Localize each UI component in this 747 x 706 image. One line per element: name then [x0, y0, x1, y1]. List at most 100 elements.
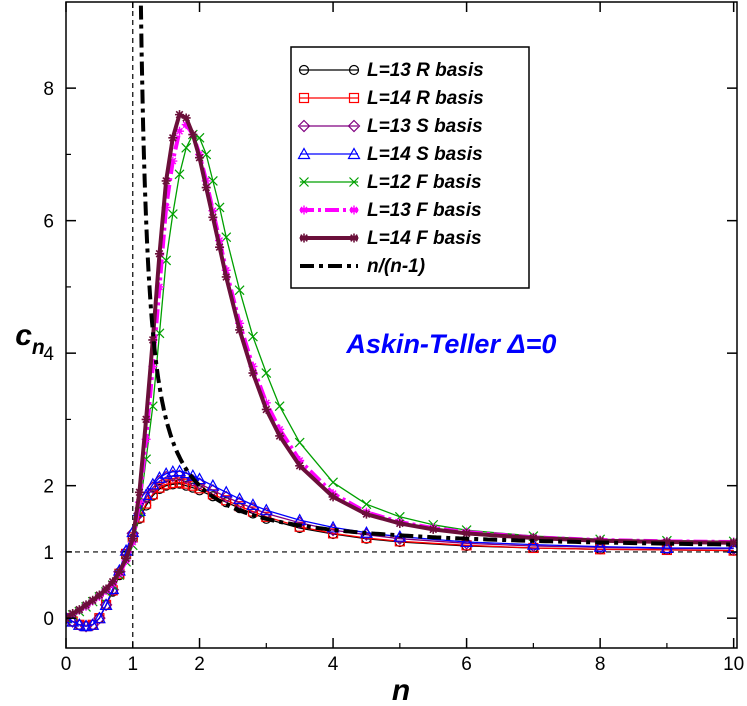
data-point [172, 464, 187, 477]
series-line-1 [66, 481, 734, 627]
data-point [174, 477, 185, 488]
series-6 [66, 110, 737, 623]
legend-marker [348, 92, 360, 104]
data-point [660, 541, 674, 554]
data-point [161, 202, 171, 212]
data-point [128, 534, 138, 544]
y-tick-label-0: 0 [43, 609, 54, 630]
data-point [326, 520, 340, 533]
data-point [92, 611, 106, 624]
legend-marker [347, 119, 361, 133]
data-point [328, 477, 338, 488]
data-point [235, 325, 245, 335]
data-point [593, 540, 607, 554]
data-point [81, 600, 91, 610]
data-point [175, 126, 185, 136]
data-point [727, 542, 737, 555]
data-point [108, 577, 118, 587]
legend-label-7: n/(n-1) [367, 256, 425, 277]
legend-label-2: L=13 S basis [367, 116, 483, 137]
legend-marker [299, 233, 309, 243]
data-point [121, 554, 131, 564]
data-point [181, 142, 192, 153]
data-point [154, 482, 165, 493]
y-tick-label-1: 2 [43, 477, 54, 498]
data-point [460, 535, 474, 548]
data-point [246, 498, 260, 510]
data-point [395, 518, 405, 528]
y-tick-label-extra: 1 [43, 543, 54, 564]
data-point [201, 183, 211, 193]
x-tick-label-2: 4 [328, 654, 339, 675]
x-axis-title: n [392, 674, 410, 706]
legend-marker [299, 177, 309, 187]
legend-marker [298, 92, 310, 104]
legend-label-6: L=14 F basis [367, 228, 482, 249]
data-point [234, 285, 245, 296]
data-point [259, 503, 273, 516]
legend-label-5: L=13 F basis [367, 200, 482, 221]
data-point [208, 212, 218, 222]
legend-label-4: L=12 F basis [367, 172, 482, 193]
data-point [295, 461, 305, 471]
data-point [168, 156, 178, 166]
data-point [146, 477, 160, 490]
legend-marker [297, 147, 311, 160]
data-point [729, 538, 737, 548]
x-tick-label-1: 2 [194, 654, 205, 675]
legend-marker [297, 119, 311, 133]
series-line-7 [138, 2, 734, 547]
data-point [161, 176, 171, 186]
data-point [207, 175, 218, 186]
data-point [219, 485, 233, 498]
annotation-text: Askin-Teller Δ=0 [345, 329, 556, 359]
data-point [154, 249, 164, 259]
data-point [86, 618, 100, 630]
data-point [134, 487, 144, 497]
axis-ticks [65, 2, 737, 648]
data-point [179, 466, 193, 479]
data-point [528, 533, 538, 543]
legend-box [290, 46, 530, 289]
data-point [361, 509, 371, 519]
x-tick-label-5: 10 [723, 654, 744, 675]
data-point [88, 595, 98, 605]
data-point [660, 542, 674, 555]
data-point [328, 492, 338, 502]
data-point [99, 598, 113, 612]
x-tick-label-3: 6 [461, 654, 472, 675]
data-point [114, 567, 124, 577]
data-point [181, 120, 191, 130]
y-axis-title-subscript: n [32, 336, 45, 359]
legend-marker [349, 177, 359, 187]
legend-marker [347, 147, 361, 160]
data-point [327, 528, 339, 539]
data-point [221, 272, 231, 282]
data-point [248, 331, 258, 342]
data-point [206, 478, 220, 491]
data-point [294, 437, 305, 448]
data-point [274, 401, 285, 412]
data-point [166, 465, 180, 477]
series-line-0 [66, 483, 734, 627]
data-point [148, 335, 158, 345]
data-point [593, 539, 607, 552]
series-7 [138, 2, 734, 547]
data-point [74, 605, 84, 615]
y-tick-label-4: 8 [43, 79, 54, 100]
legend-marker [349, 233, 359, 243]
series-2 [66, 469, 737, 633]
data-point [175, 110, 185, 120]
data-point [428, 524, 438, 534]
y-tick-label-2: 4 [43, 344, 54, 365]
data-point [152, 470, 166, 483]
x-tick-label-4: 8 [595, 654, 606, 675]
data-point [215, 242, 225, 252]
data-point [361, 532, 372, 544]
y-tick-label-3: 6 [43, 212, 54, 233]
data-point [181, 113, 191, 123]
data-point [68, 609, 78, 619]
data-point [141, 414, 151, 424]
data-point [233, 492, 247, 505]
